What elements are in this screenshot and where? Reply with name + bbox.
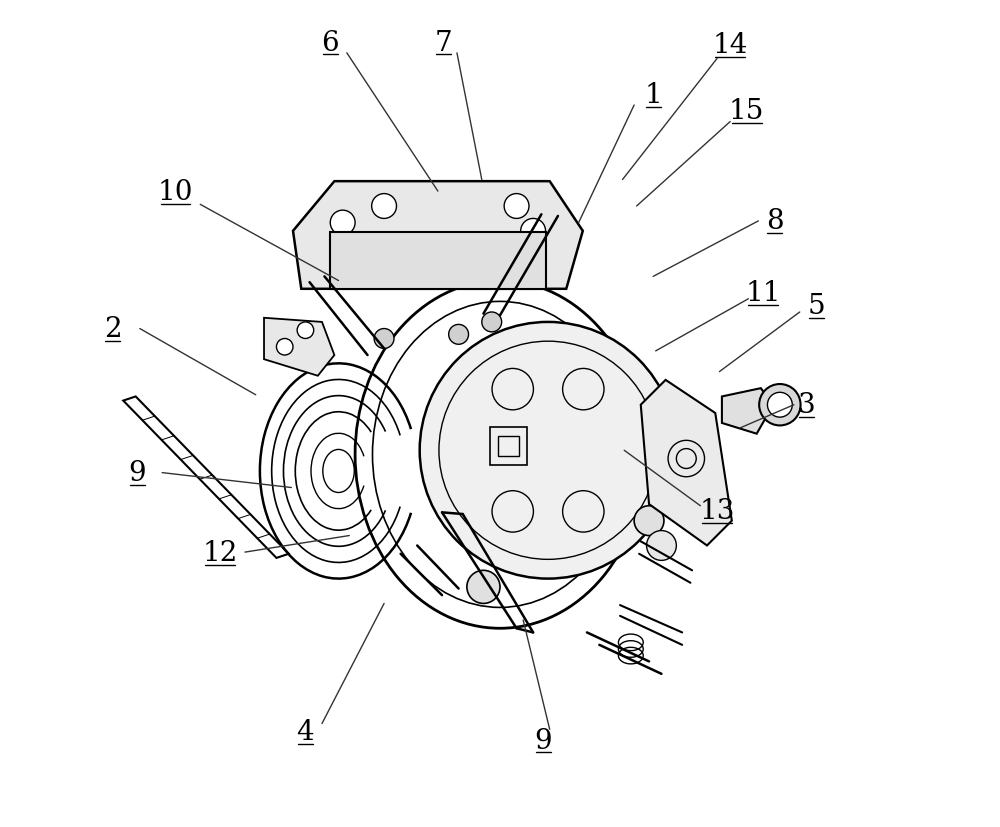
Polygon shape bbox=[264, 318, 334, 376]
Text: 14: 14 bbox=[712, 32, 748, 59]
Text: 9: 9 bbox=[534, 727, 552, 753]
Text: 5: 5 bbox=[807, 293, 825, 319]
Text: 10: 10 bbox=[158, 179, 193, 205]
Bar bbox=[498, 436, 519, 457]
Text: 3: 3 bbox=[798, 392, 815, 418]
Circle shape bbox=[647, 531, 676, 561]
Circle shape bbox=[634, 506, 664, 536]
Circle shape bbox=[374, 329, 394, 349]
Text: 2: 2 bbox=[104, 316, 121, 342]
Text: 6: 6 bbox=[321, 30, 339, 56]
Circle shape bbox=[504, 194, 529, 219]
Text: 15: 15 bbox=[729, 98, 764, 125]
Circle shape bbox=[467, 571, 500, 604]
Circle shape bbox=[482, 313, 502, 332]
Circle shape bbox=[759, 385, 801, 426]
Circle shape bbox=[330, 211, 355, 236]
Text: 13: 13 bbox=[699, 498, 735, 524]
Text: 9: 9 bbox=[129, 460, 146, 486]
Text: 7: 7 bbox=[435, 30, 453, 56]
Text: 11: 11 bbox=[746, 280, 781, 307]
Text: 12: 12 bbox=[202, 539, 238, 566]
Circle shape bbox=[521, 219, 546, 244]
Bar bbox=[490, 428, 527, 465]
Polygon shape bbox=[293, 182, 583, 289]
Circle shape bbox=[276, 339, 293, 356]
Circle shape bbox=[297, 323, 314, 339]
Circle shape bbox=[420, 323, 676, 579]
Polygon shape bbox=[722, 389, 773, 434]
Text: 4: 4 bbox=[297, 719, 314, 745]
Text: 1: 1 bbox=[644, 82, 662, 108]
Text: 8: 8 bbox=[766, 208, 784, 235]
Polygon shape bbox=[641, 380, 732, 546]
Bar bbox=[330, 233, 546, 289]
Circle shape bbox=[372, 194, 396, 219]
Circle shape bbox=[767, 393, 792, 418]
Circle shape bbox=[449, 325, 469, 345]
